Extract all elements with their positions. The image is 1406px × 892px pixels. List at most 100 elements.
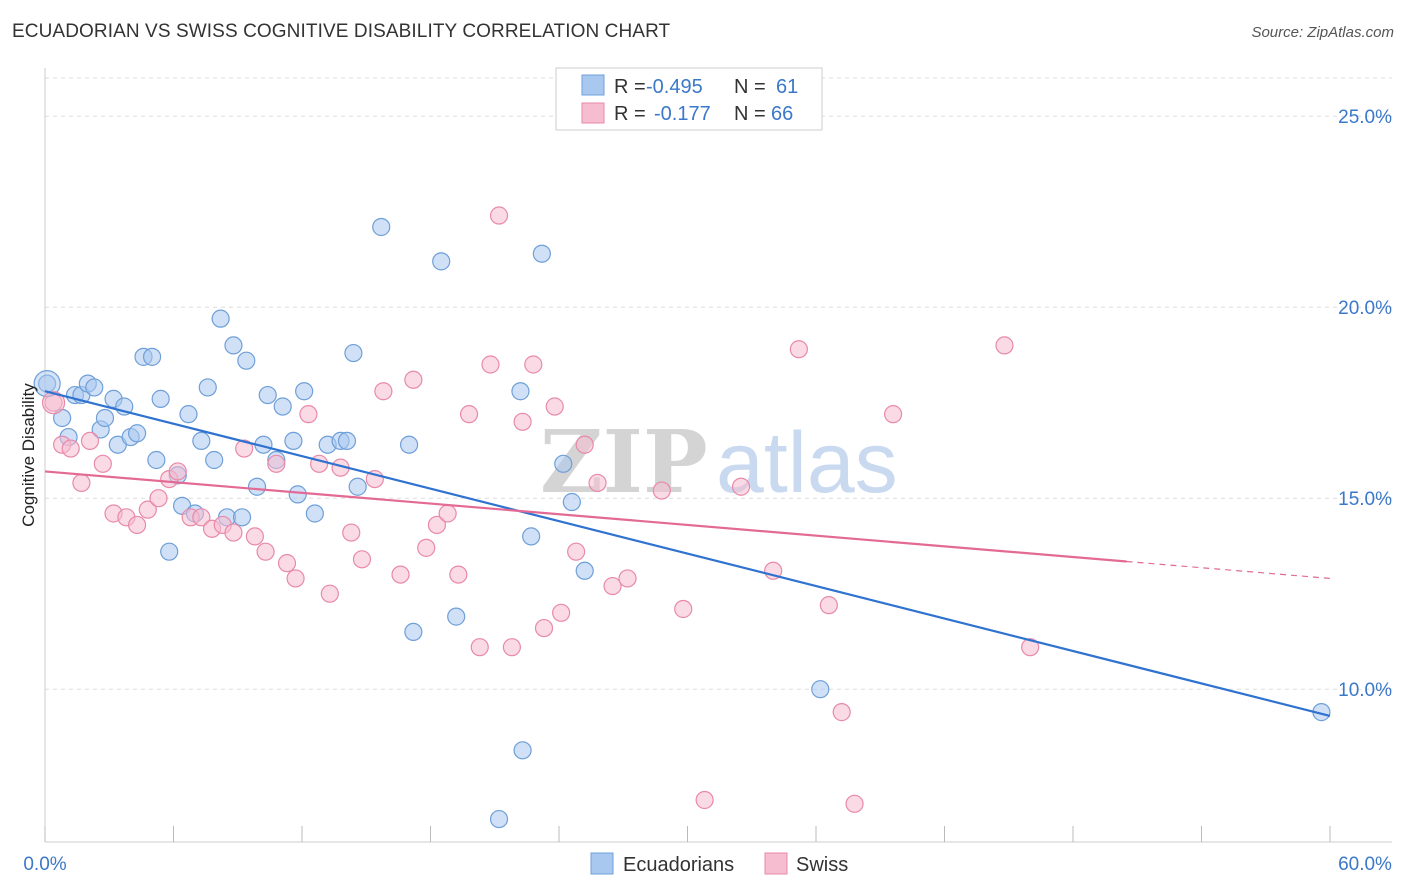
- gridlines: [45, 77, 1392, 690]
- point-swiss: [80, 431, 100, 450]
- point-ecuadorian: [237, 351, 256, 370]
- point-swiss: [93, 454, 112, 473]
- point-ecuadorian: [532, 244, 551, 263]
- point-swiss: [674, 599, 693, 619]
- point-ecuadorian: [288, 485, 307, 504]
- point-ecuadorian: [432, 252, 451, 271]
- point-swiss: [845, 794, 864, 813]
- point-ecuadorian: [305, 504, 324, 523]
- point-swiss: [489, 206, 509, 225]
- point-swiss: [417, 538, 436, 557]
- trend-line-solid: [44, 390, 1331, 718]
- point-swiss: [819, 596, 838, 615]
- point-swiss: [481, 355, 500, 374]
- point-ecuadorian: [337, 431, 357, 450]
- point-ecuadorian: [211, 309, 230, 328]
- point-ecuadorian: [513, 741, 532, 760]
- point-ecuadorian: [284, 431, 303, 450]
- point-swiss: [256, 542, 275, 561]
- point-ecuadorian: [811, 680, 830, 699]
- point-swiss: [352, 550, 372, 569]
- point-ecuadorian: [447, 607, 466, 626]
- point-swiss: [61, 439, 80, 458]
- legend-swatch-ecuadorians: [581, 74, 605, 96]
- y-tick-label: 15.0%: [1338, 489, 1392, 510]
- point-ecuadorian: [511, 382, 530, 401]
- legend-bottom-swatch-ecuadorians: [590, 852, 614, 875]
- point-ecuadorian: [295, 382, 314, 401]
- point-swiss: [588, 473, 607, 493]
- point-swiss: [513, 412, 532, 431]
- point-ecuadorian: [258, 385, 277, 405]
- point-swiss: [245, 527, 264, 546]
- point-ecuadorian: [160, 542, 179, 561]
- trend-line-solid: [44, 470, 1127, 563]
- point-swiss: [286, 569, 305, 588]
- x-tick-labels: 0.0% 60.0%: [23, 854, 1392, 875]
- point-ecuadorian: [522, 527, 541, 546]
- point-swiss: [192, 508, 211, 527]
- point-swiss: [883, 405, 903, 424]
- point-ecuadorian: [554, 454, 573, 473]
- point-swiss: [320, 584, 339, 603]
- point-swiss: [995, 336, 1014, 355]
- point-swiss: [552, 603, 571, 622]
- legend-r-label-2: R =: [614, 103, 646, 125]
- point-swiss: [391, 565, 410, 584]
- y-tick-labels: 10.0% 15.0% 20.0% 25.0%: [1338, 107, 1392, 701]
- y-tick-label: 20.0%: [1338, 298, 1392, 319]
- data-points: [33, 206, 1331, 829]
- point-swiss: [545, 397, 564, 416]
- point-ecuadorian: [205, 450, 224, 470]
- legend-r-label-1: R =: [614, 76, 646, 98]
- point-ecuadorian: [232, 508, 252, 527]
- point-ecuadorian: [224, 336, 243, 355]
- watermark-atlas: atlas: [716, 415, 898, 511]
- point-swiss: [695, 790, 714, 810]
- point-swiss: [168, 462, 187, 481]
- y-tick-label: 10.0%: [1338, 680, 1392, 701]
- point-ecuadorian: [147, 450, 166, 470]
- point-swiss: [603, 576, 622, 596]
- point-swiss: [731, 477, 751, 496]
- point-swiss: [502, 638, 521, 657]
- point-ecuadorian: [273, 397, 292, 416]
- legend-r-value-2: -0.177: [654, 103, 711, 125]
- legend-bottom-ecuadorians: Ecuadorians: [623, 854, 734, 876]
- axes: [44, 68, 1392, 843]
- legend-top: R = -0.495 N = 61 R = -0.177 N = 66: [555, 67, 823, 131]
- point-ecuadorian: [399, 435, 419, 454]
- point-ecuadorian: [247, 477, 267, 496]
- point-swiss: [235, 439, 254, 458]
- point-ecuadorian: [127, 424, 147, 443]
- point-swiss: [459, 405, 479, 424]
- chart-title: ECUADORIAN VS SWISS COGNITIVE DISABILITY…: [12, 21, 671, 42]
- point-swiss: [138, 500, 157, 519]
- point-ecuadorian: [198, 378, 217, 397]
- point-swiss: [618, 569, 637, 588]
- point-ecuadorian: [85, 378, 104, 397]
- legend-n-value-1: 61: [776, 76, 798, 98]
- point-swiss: [310, 454, 329, 473]
- point-swiss: [374, 382, 393, 401]
- point-swiss: [267, 454, 286, 473]
- x-tick-label: 60.0%: [1338, 854, 1392, 875]
- point-ecuadorian: [404, 622, 423, 642]
- point-swiss: [72, 473, 91, 493]
- point-ecuadorian: [372, 217, 391, 237]
- point-ecuadorian: [151, 389, 170, 408]
- point-ecuadorian: [562, 492, 581, 512]
- point-swiss: [404, 370, 423, 389]
- point-swiss: [449, 565, 468, 584]
- trend-line-dashed: [1126, 560, 1331, 580]
- point-swiss: [534, 618, 554, 638]
- point-swiss: [524, 355, 543, 374]
- legend-bottom-swiss: Swiss: [796, 854, 848, 876]
- point-swiss: [277, 554, 297, 573]
- point-ecuadorian: [489, 809, 509, 829]
- point-swiss: [427, 515, 447, 535]
- point-swiss: [567, 542, 586, 561]
- legend-bottom-swatch-swiss: [764, 852, 788, 875]
- point-swiss: [149, 489, 168, 508]
- point-swiss: [224, 523, 243, 542]
